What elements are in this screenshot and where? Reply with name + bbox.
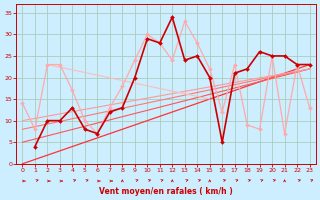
X-axis label: Vent moyen/en rafales ( km/h ): Vent moyen/en rafales ( km/h ) <box>99 187 233 196</box>
